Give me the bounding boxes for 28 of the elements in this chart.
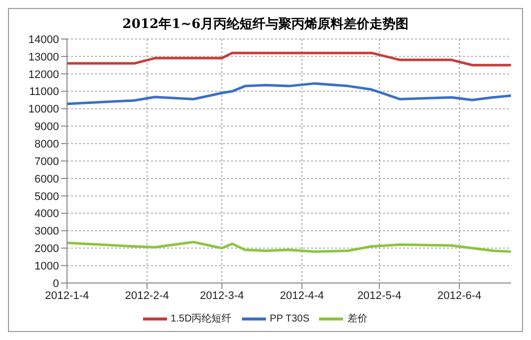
y-tick-label: 10000 <box>28 104 59 116</box>
y-tick-label: 9000 <box>34 121 59 134</box>
chart-title: 2012年1~6月丙纶短纤与聚丙烯原料差价走势图 <box>121 16 410 34</box>
y-tick-label: 12000 <box>28 68 59 81</box>
y-tick-label: 5000 <box>34 190 59 203</box>
y-tick-label: 3000 <box>34 226 59 238</box>
x-tick-label: 2012-6-4 <box>437 290 482 302</box>
y-tick-label: 4000 <box>34 208 59 220</box>
line-series <box>67 240 511 253</box>
legend-label: 差价 <box>347 314 368 325</box>
x-tick-label: 2012-5-4 <box>357 290 402 302</box>
x-tick-label: 2012-1-4 <box>44 290 90 302</box>
y-tick-label: 1000 <box>34 260 59 272</box>
y-tick-label: 13000 <box>28 51 59 64</box>
line-series <box>67 52 511 66</box>
x-tick-label: 2012-3-4 <box>200 290 244 302</box>
legend-label: PP T30S <box>270 314 310 325</box>
x-tick-label: 2012-4-4 <box>280 290 324 302</box>
line-series <box>67 82 511 106</box>
y-tick-label: 6000 <box>34 173 59 186</box>
y-tick-label: 0 <box>52 278 59 290</box>
y-tick-label: 8000 <box>34 138 59 150</box>
legend-label: 1.5D丙纶短纤 <box>170 314 232 325</box>
y-tick-label: 14000 <box>28 34 59 46</box>
y-tick-label: 7000 <box>34 156 59 168</box>
y-tick-label: 2000 <box>34 243 59 256</box>
x-tick-label: 2012-2-4 <box>125 290 170 302</box>
y-tick-label: 11000 <box>29 86 59 98</box>
